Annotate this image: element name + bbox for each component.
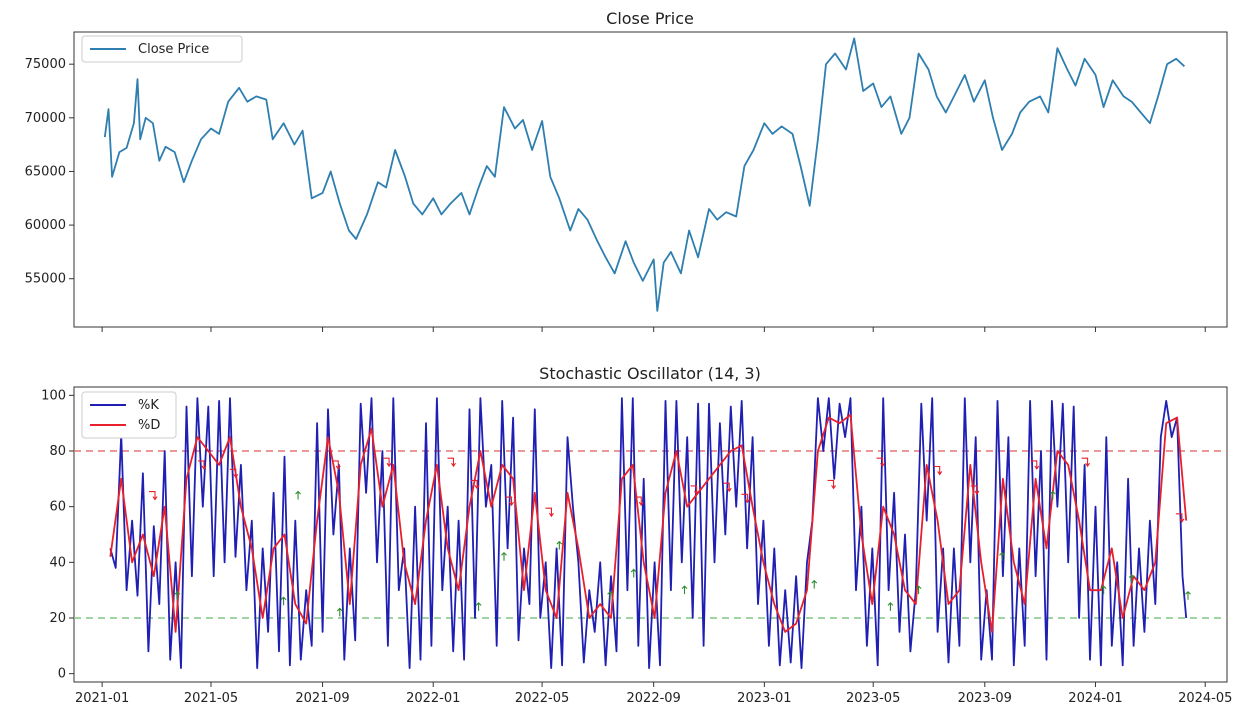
x-tick-label: 2021-05 bbox=[184, 691, 238, 706]
x-tick-label: 2022-05 bbox=[515, 691, 569, 706]
oversold-marker bbox=[811, 579, 818, 589]
signal-markers bbox=[149, 457, 1191, 617]
overbought-marker bbox=[332, 460, 341, 470]
stochastic-legend: %K %D bbox=[81, 391, 177, 439]
overbought-marker bbox=[1030, 460, 1040, 470]
x-tick-label: 2023-05 bbox=[846, 691, 900, 706]
y-tick-label: 75000 bbox=[25, 57, 66, 72]
y-tick-label: 60 bbox=[49, 500, 66, 515]
overbought-marker bbox=[447, 457, 456, 468]
overbought-marker bbox=[1175, 513, 1185, 523]
oversold-marker bbox=[1128, 574, 1135, 584]
oversold-marker bbox=[1100, 585, 1107, 595]
close-y-axis: 55000 60000 65000 70000 75000 bbox=[25, 57, 74, 287]
oversold-marker bbox=[681, 585, 688, 595]
x-tick-label: 2023-01 bbox=[737, 691, 791, 706]
close-legend-box bbox=[81, 35, 243, 63]
overbought-marker bbox=[229, 468, 239, 479]
overbought-marker bbox=[635, 496, 644, 507]
overbought-marker bbox=[198, 460, 207, 470]
stochastic-legend-box bbox=[81, 391, 177, 439]
overbought-marker bbox=[933, 465, 943, 476]
oversold-marker bbox=[475, 602, 482, 611]
y-tick-label: 65000 bbox=[25, 164, 66, 179]
stochastic-plot-area bbox=[73, 386, 1228, 683]
oversold-marker bbox=[556, 540, 563, 550]
y-tick-label: 80 bbox=[49, 444, 66, 459]
stochastic-panel: Stochastic Oscillator (14, 3) 0 20 40 60 80 1… bbox=[41, 364, 1232, 706]
overbought-marker bbox=[690, 485, 700, 495]
oversold-marker bbox=[295, 490, 301, 500]
x-tick-label: 2021-09 bbox=[295, 691, 349, 706]
stochastic-x-axis: 2021-01 2021-05 2021-09 2022-01 2022-05 2022-… bbox=[75, 682, 1232, 706]
y-tick-label: 60000 bbox=[25, 218, 66, 233]
series-line--d bbox=[109, 413, 1188, 633]
close-legend: Close Price bbox=[81, 35, 243, 63]
close-series-layer bbox=[103, 37, 1186, 312]
y-tick-label: 100 bbox=[41, 388, 66, 403]
legend-label-d: %D bbox=[138, 418, 160, 433]
oversold-marker bbox=[1049, 490, 1056, 500]
overbought-marker bbox=[505, 496, 514, 507]
y-tick-label: 40 bbox=[49, 555, 66, 570]
close-legend-label: Close Price bbox=[138, 42, 209, 57]
oversold-marker bbox=[999, 551, 1005, 561]
series-line--k bbox=[109, 397, 1188, 669]
overbought-marker bbox=[827, 479, 837, 490]
chart-title-stochastic: Stochastic Oscillator (14, 3) bbox=[539, 364, 761, 383]
overbought-marker bbox=[741, 493, 750, 504]
stochastic-series-layer bbox=[109, 397, 1188, 669]
x-tick-label: 2024-05 bbox=[1178, 691, 1232, 706]
overbought-marker bbox=[383, 457, 392, 468]
overbought-marker bbox=[876, 457, 886, 468]
oversold-marker bbox=[280, 596, 287, 606]
reference-lines bbox=[74, 450, 1227, 619]
series-line-close-price bbox=[103, 37, 1186, 312]
y-tick-label: 20 bbox=[49, 611, 66, 626]
legend-label-k: %K bbox=[138, 398, 159, 413]
oversold-marker bbox=[630, 568, 637, 578]
x-tick-label: 2022-01 bbox=[406, 691, 460, 706]
chart-title-close: Close Price bbox=[606, 9, 694, 28]
x-tick-label: 2023-09 bbox=[958, 691, 1012, 706]
y-tick-label: 70000 bbox=[25, 111, 66, 126]
close-x-axis bbox=[101, 327, 1206, 332]
stochastic-y-axis: 0 20 40 60 80 100 bbox=[41, 388, 74, 682]
x-tick-label: 2024-01 bbox=[1068, 691, 1122, 706]
x-tick-label: 2022-09 bbox=[627, 691, 681, 706]
y-tick-label: 0 bbox=[58, 667, 66, 682]
oversold-marker bbox=[607, 590, 614, 600]
overbought-marker bbox=[149, 490, 158, 501]
overbought-marker bbox=[471, 479, 480, 490]
oversold-marker bbox=[915, 585, 922, 595]
x-tick-label: 2021-01 bbox=[75, 691, 129, 706]
overbought-marker bbox=[723, 482, 732, 493]
close-plot-area bbox=[73, 31, 1228, 328]
overbought-marker bbox=[1081, 457, 1091, 468]
oversold-marker bbox=[501, 551, 507, 561]
oversold-marker bbox=[336, 607, 343, 617]
y-tick-label: 55000 bbox=[25, 272, 66, 287]
oversold-marker bbox=[174, 590, 181, 600]
close-price-panel: Close Price 55000 60000 65000 70000 75000 Cl… bbox=[25, 9, 1228, 332]
oversold-marker bbox=[1185, 590, 1191, 600]
overbought-marker bbox=[970, 485, 980, 495]
oversold-marker bbox=[887, 602, 894, 611]
overbought-marker bbox=[545, 507, 554, 518]
